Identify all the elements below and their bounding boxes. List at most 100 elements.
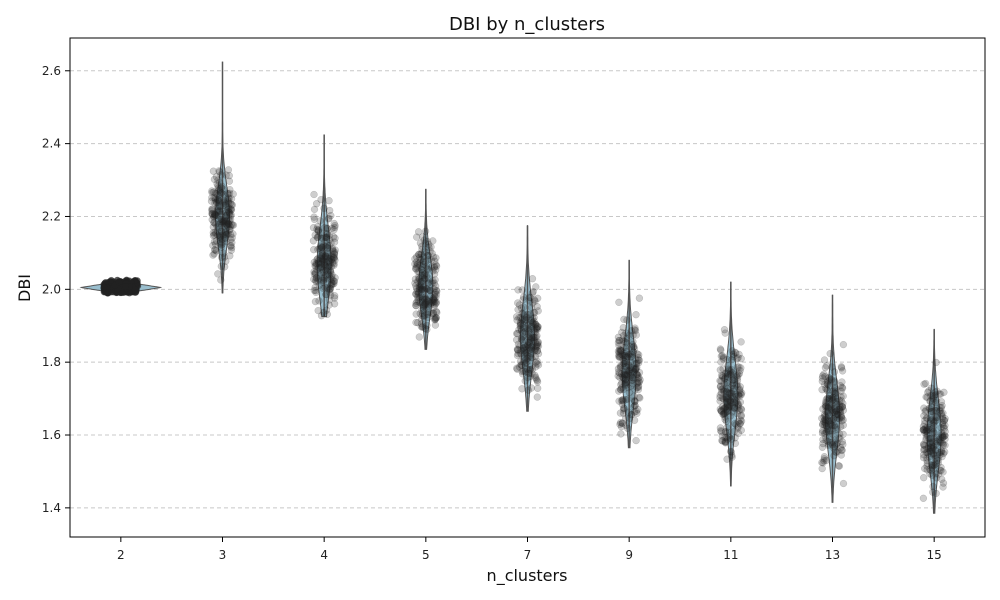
data-point [926,407,935,416]
data-point [422,295,430,303]
data-point [514,350,522,358]
data-point [322,290,330,299]
data-point [514,286,522,294]
data-point [724,396,732,404]
data-point [319,277,328,285]
data-point [729,376,737,384]
data-point [315,275,323,283]
data-point [936,406,944,415]
data-point [417,292,425,300]
data-point [426,292,435,300]
data-point [414,295,422,304]
data-point [216,202,224,210]
data-point [320,262,328,270]
data-point [731,439,740,448]
x-tick-label: 5 [422,548,430,562]
data-point [529,288,537,296]
data-point [622,358,631,366]
data-point [835,462,844,470]
data-point [831,448,840,456]
data-point [622,421,630,430]
data-point [430,270,439,278]
data-point [416,286,424,294]
data-point [416,261,424,269]
data-point [832,407,840,416]
data-point [323,244,332,252]
data-point [420,303,428,311]
data-point [830,414,838,422]
data-point [721,403,729,411]
data-point [922,448,931,457]
data-point [822,402,830,410]
data-point [519,329,527,337]
data-point [622,339,630,347]
data-point [534,361,543,369]
data-point [926,470,934,478]
data-point [217,276,225,284]
data-point [419,277,427,285]
data-point [528,289,537,297]
data-point [213,223,221,231]
data-point [626,342,634,351]
data-point [432,254,440,262]
data-point [832,407,841,415]
data-point [314,264,323,272]
data-point [419,260,428,268]
data-point [732,381,740,389]
data-point [215,198,223,206]
data-point [524,321,532,329]
data-point [614,365,623,373]
data-point [221,263,229,271]
data-point [734,400,742,409]
data-point [524,341,532,349]
data-point [835,430,844,438]
data-point [426,247,434,255]
data-point [838,403,846,411]
data-point [418,323,426,332]
data-point [931,388,940,396]
data-point [721,374,729,383]
data-point [939,441,947,449]
data-point [627,327,636,335]
data-point [423,321,431,330]
data-point [941,427,949,436]
data-point [931,446,940,454]
data-point [414,268,422,276]
data-point [938,475,946,483]
data-point [617,430,625,438]
data-point [932,407,940,415]
data-point [431,314,439,322]
data-point [429,298,438,306]
data-point [920,404,928,412]
data-point [724,407,732,415]
data-point [824,404,832,412]
data-point [728,366,736,374]
data-point [822,456,831,465]
data-point [226,252,234,260]
data-point [923,459,931,467]
data-point [321,233,329,242]
data-point [322,271,330,279]
data-point [219,231,227,239]
data-point [532,344,540,352]
data-point [622,381,630,389]
data-point [430,262,439,271]
data-point [717,346,725,354]
data-point [619,355,627,363]
data-point [515,363,524,371]
data-point [937,424,945,432]
data-point [622,363,630,371]
data-point [226,185,234,194]
data-point [433,287,441,295]
data-point [222,212,231,220]
data-point [325,197,333,205]
data-point [736,392,744,401]
data-point [621,362,629,371]
data-point [224,199,233,207]
data-point [320,258,329,266]
data-point [718,352,727,360]
data-point [716,366,724,374]
data-point [937,398,946,406]
data-point [418,269,427,277]
data-point [218,240,226,248]
